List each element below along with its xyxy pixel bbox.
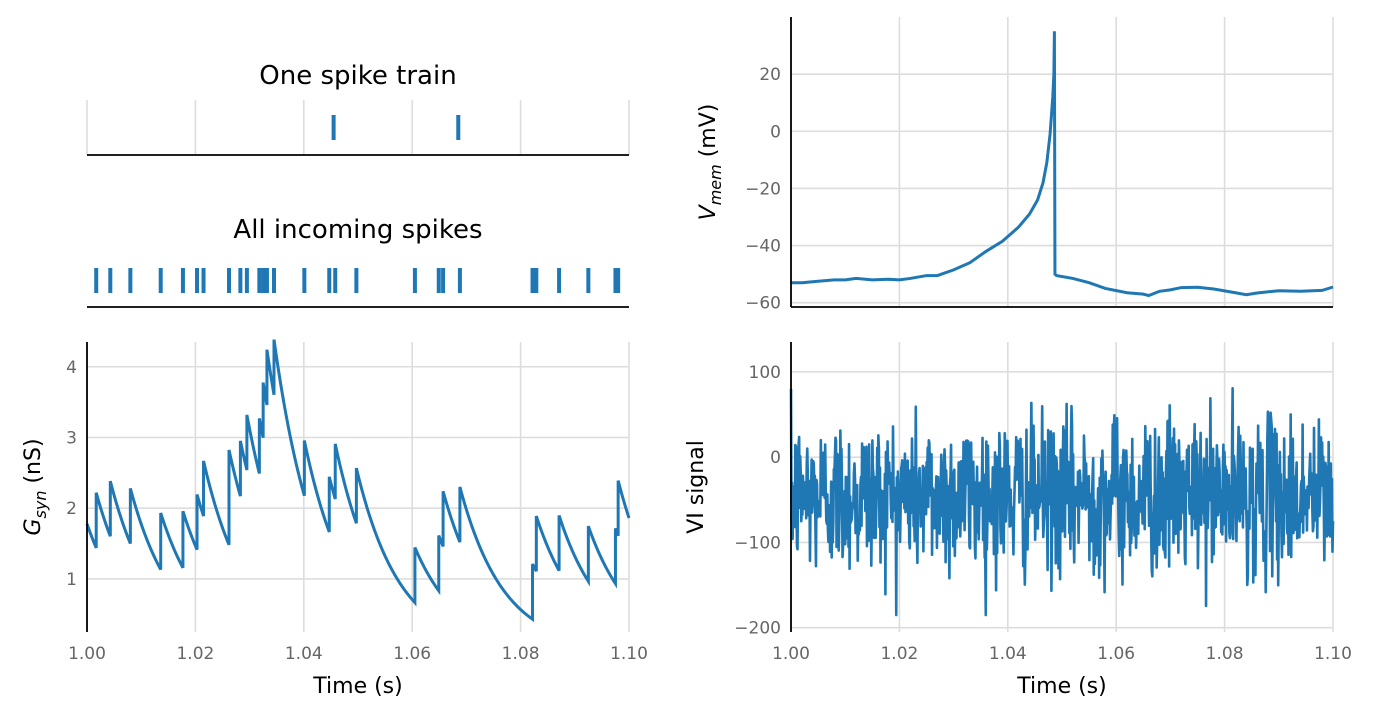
vmem-series-line: [791, 31, 1334, 298]
x-tick-label: 1.04: [285, 644, 323, 664]
spike-mark: [302, 268, 307, 293]
spike-mark: [412, 268, 417, 293]
spike-mark: [530, 268, 535, 293]
gridlines: [86, 100, 630, 155]
y-tick-label: −20: [745, 179, 781, 199]
y-tick-label: 0: [770, 122, 781, 142]
spike-mark: [238, 268, 243, 293]
gsyn-series-line: [85, 339, 631, 623]
x-tick-label: 1.10: [610, 644, 648, 664]
vi-panel: 1.00 1.02 1.04 1.06 1.08 1.10 −200 −100 0 100 Tim…: [684, 342, 1352, 699]
spike-mark: [201, 268, 206, 293]
x-tick-label: 1.10: [1314, 644, 1352, 664]
spike-mark: [616, 268, 621, 293]
gridlines: [790, 17, 1334, 307]
all-incoming-spikes-panel: All incoming spikes: [87, 215, 629, 308]
spike-mark: [586, 268, 591, 293]
spike-mark: [195, 268, 200, 293]
spike-mark: [534, 268, 539, 293]
y-tick-label: 1: [66, 570, 77, 590]
y-axis-label: Gsyn (nS): [21, 438, 50, 535]
spike-mark: [244, 268, 249, 293]
y-tick-label: 4: [66, 358, 77, 378]
spike-mark: [128, 268, 133, 293]
tick-labels: 1.00 1.02 1.04 1.06 1.08 1.10 −200 −100 0 100: [734, 363, 1352, 664]
spike-mark: [331, 115, 336, 140]
spike-mark: [441, 268, 446, 293]
spike-mark: [613, 268, 618, 293]
tick-labels: 1.00 1.02 1.04 1.06 1.08 1.10 1 2 3 4: [66, 358, 648, 664]
spike-mark: [264, 268, 269, 293]
x-tick-label: 1.04: [989, 644, 1027, 664]
vmem-panel: −60 −40 −20 0 20 Vmem (mV): [696, 17, 1334, 314]
chart-title: All incoming spikes: [233, 215, 482, 245]
y-tick-label: 3: [66, 428, 77, 448]
x-tick-label: 1.02: [880, 644, 918, 664]
spike-mark: [108, 268, 113, 293]
spike-mark: [456, 115, 461, 140]
x-tick-label: 1.08: [1206, 644, 1244, 664]
spike-mark: [180, 268, 185, 293]
spike-mark: [227, 268, 232, 293]
y-tick-label: −60: [745, 294, 781, 314]
one-spike-train-panel: One spike train: [86, 61, 630, 156]
gsyn-panel: 1.00 1.02 1.04 1.06 1.08 1.10 1 2 3 4 Time (s) Gs…: [21, 339, 648, 699]
y-tick-label: −200: [734, 619, 781, 639]
spike-mark: [436, 268, 441, 293]
vi-series-line: [789, 386, 1335, 617]
y-tick-label: 100: [749, 363, 781, 383]
gridlines: [86, 342, 630, 632]
x-tick-label: 1.06: [393, 644, 431, 664]
spike-mark: [327, 268, 332, 293]
y-tick-label: 20: [759, 65, 781, 85]
spike-marks: [331, 115, 461, 140]
y-tick-label: −100: [734, 533, 781, 553]
chart-title: One spike train: [259, 61, 456, 91]
x-axis-label: Time (s): [1016, 674, 1106, 699]
spike-mark: [457, 268, 462, 293]
spike-mark: [257, 268, 262, 293]
y-tick-label: 0: [770, 448, 781, 468]
spike-mark: [557, 268, 562, 293]
y-axis-label: Vmem (mV): [696, 104, 725, 221]
x-tick-label: 1.02: [176, 644, 214, 664]
y-tick-label: 2: [66, 499, 77, 519]
spike-marks: [94, 268, 621, 293]
spike-mark: [94, 268, 99, 293]
y-axis-label: VI signal: [684, 440, 709, 534]
tick-labels: −60 −40 −20 0 20: [745, 65, 781, 314]
x-tick-label: 1.06: [1097, 644, 1135, 664]
x-axis-label: Time (s): [312, 674, 402, 699]
spike-mark: [261, 268, 266, 293]
spike-mark: [333, 268, 338, 293]
spike-mark: [271, 268, 276, 293]
spike-mark: [158, 268, 163, 293]
y-tick-label: −40: [745, 237, 781, 257]
x-tick-label: 1.00: [68, 644, 106, 664]
spike-mark: [354, 268, 359, 293]
x-tick-label: 1.08: [502, 644, 540, 664]
x-tick-label: 1.00: [772, 644, 810, 664]
